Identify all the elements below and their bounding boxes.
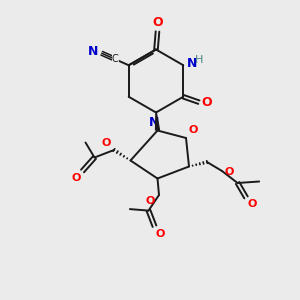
Text: O: O bbox=[145, 196, 154, 206]
Text: O: O bbox=[248, 199, 257, 209]
Text: O: O bbox=[188, 125, 198, 135]
Text: N: N bbox=[149, 116, 160, 128]
Text: N: N bbox=[187, 57, 197, 70]
Text: O: O bbox=[201, 96, 211, 109]
Text: O: O bbox=[156, 229, 165, 238]
Text: O: O bbox=[224, 167, 234, 177]
Polygon shape bbox=[156, 111, 159, 130]
Text: N: N bbox=[88, 45, 99, 58]
Text: O: O bbox=[152, 16, 163, 29]
Text: O: O bbox=[102, 139, 111, 148]
Text: C: C bbox=[112, 54, 119, 64]
Text: O: O bbox=[72, 173, 81, 183]
Text: H: H bbox=[195, 55, 204, 65]
